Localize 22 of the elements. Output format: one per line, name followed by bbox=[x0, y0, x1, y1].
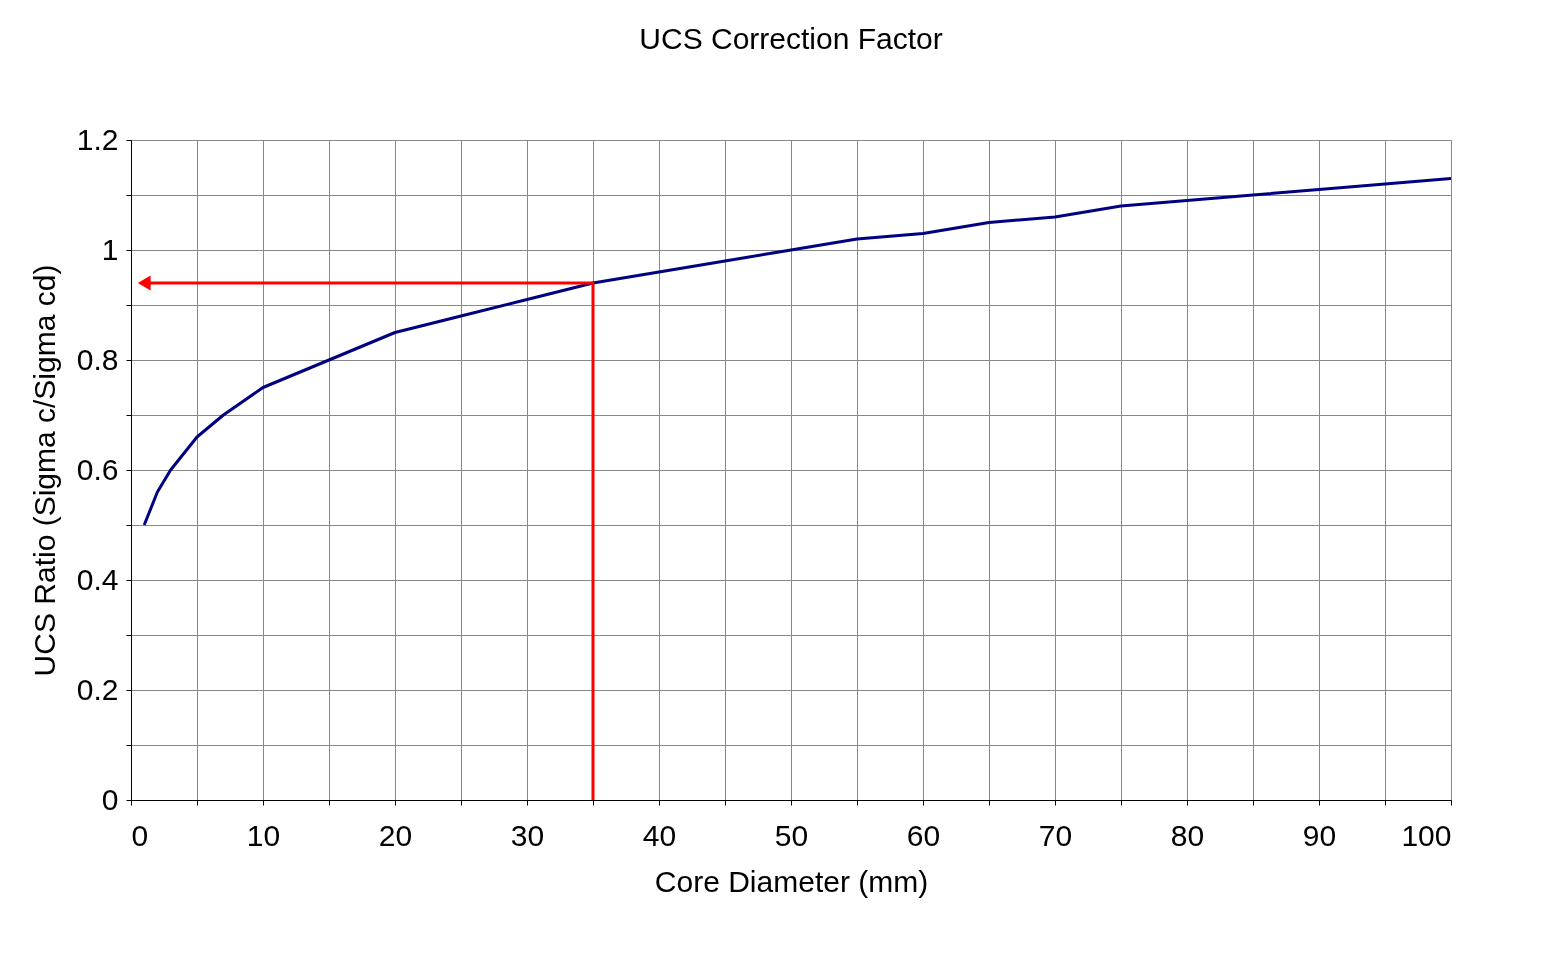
x-tick-label: 10 bbox=[246, 818, 281, 852]
x-tick-label: 70 bbox=[1038, 818, 1073, 852]
chart-title: UCS Correction Factor bbox=[639, 22, 943, 55]
line-series bbox=[142, 177, 1451, 527]
x-tick-label: 90 bbox=[1302, 818, 1337, 852]
x-tick-label: 80 bbox=[1170, 818, 1205, 852]
y-tick-label: 1.2 bbox=[76, 122, 119, 156]
y-tick-label: 0.2 bbox=[76, 672, 119, 706]
y-tick-label: 1 bbox=[101, 232, 119, 266]
x-tick-label: 60 bbox=[906, 818, 941, 852]
x-tick-label: 30 bbox=[510, 818, 545, 852]
y-tick-label: 0 bbox=[101, 782, 119, 816]
x-tick-label: 50 bbox=[774, 818, 809, 852]
x-axis-title: Core Diameter (mm) bbox=[654, 864, 929, 898]
y-tick-label: 0.4 bbox=[76, 562, 119, 596]
x-tick-label: 0 bbox=[131, 818, 149, 852]
y-axis-title: UCS Ratio (Sigma c/Sigma cd) bbox=[27, 264, 61, 677]
x-tick-label: 20 bbox=[378, 818, 413, 852]
x-tick-label: 40 bbox=[642, 818, 677, 852]
x-tick-label: 100 bbox=[1401, 818, 1452, 852]
y-tick-label: 0.6 bbox=[76, 452, 119, 486]
y-tick-label: 0.8 bbox=[76, 342, 119, 376]
